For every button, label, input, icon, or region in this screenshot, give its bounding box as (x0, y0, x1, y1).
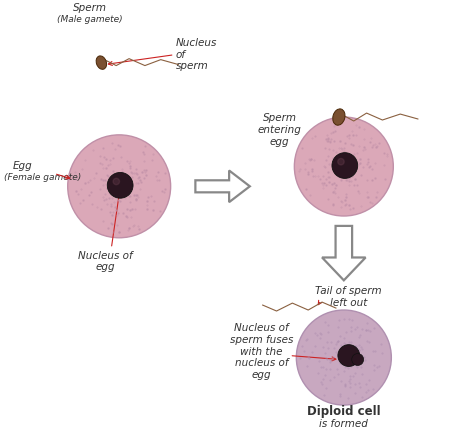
Polygon shape (195, 170, 249, 202)
Text: Tail of sperm
left out: Tail of sperm left out (315, 286, 381, 308)
Ellipse shape (96, 56, 106, 69)
Circle shape (113, 178, 119, 185)
Circle shape (351, 354, 363, 366)
Text: is formed: is formed (319, 419, 368, 429)
Polygon shape (321, 226, 365, 280)
Circle shape (68, 135, 170, 238)
Ellipse shape (332, 109, 344, 125)
Text: Sperm
entering
egg: Sperm entering egg (257, 113, 301, 147)
Circle shape (337, 345, 359, 367)
Text: Sperm: Sperm (72, 3, 106, 13)
Text: Egg: Egg (12, 161, 32, 172)
Text: Nucleus of
sperm fuses
with the
nucleus of
egg: Nucleus of sperm fuses with the nucleus … (230, 323, 293, 380)
Circle shape (331, 153, 357, 178)
Circle shape (296, 310, 390, 405)
Text: Diploid cell: Diploid cell (307, 405, 380, 418)
Circle shape (337, 158, 344, 165)
Circle shape (294, 117, 393, 216)
Text: (Male gamete): (Male gamete) (56, 15, 122, 24)
Text: Nucleus
of
sperm: Nucleus of sperm (175, 38, 217, 71)
Circle shape (107, 173, 133, 198)
Text: Nucleus of
egg: Nucleus of egg (78, 251, 132, 272)
Text: (Female gamete): (Female gamete) (4, 173, 81, 182)
